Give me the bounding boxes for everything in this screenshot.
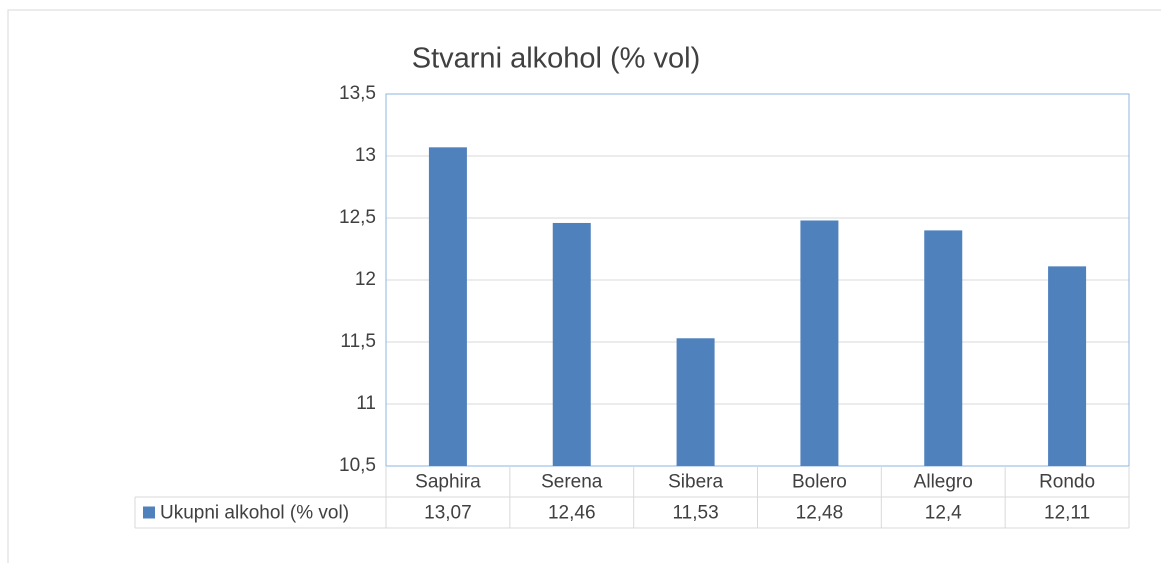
y-tick-label: 13,5 [339, 83, 376, 104]
x-tick-label: Sibera [668, 472, 723, 493]
y-tick-label: 12 [355, 269, 376, 290]
x-tick-label: Saphira [415, 472, 481, 493]
x-tick-label: Bolero [792, 472, 847, 493]
table-value: 12,48 [796, 503, 844, 524]
table-value: 12,11 [1044, 503, 1090, 524]
x-tick-label: Allegro [914, 472, 973, 493]
y-tick-label: 11,5 [340, 331, 376, 352]
bar [800, 220, 839, 466]
bar [428, 147, 467, 466]
table-value: 11,53 [673, 503, 719, 524]
legend-swatch [143, 506, 155, 519]
table-value: 13,07 [424, 503, 472, 524]
table-value: 12,4 [925, 503, 962, 524]
legend-label: Ukupni alkohol (% vol) [160, 503, 349, 524]
bar [1048, 266, 1087, 466]
y-tick-label: 12,5 [339, 207, 376, 228]
chart-border [7, 9, 1161, 563]
y-tick-label: 11 [356, 393, 376, 414]
chart-title: Stvarni alkohol (% vol) [412, 43, 701, 75]
y-tick-label: 10,5 [339, 455, 376, 476]
y-tick-label: 13 [355, 145, 376, 166]
x-tick-label: Serena [541, 472, 603, 493]
bar [552, 222, 591, 466]
x-tick-label: Rondo [1039, 472, 1095, 493]
bar [676, 338, 715, 466]
table-value: 12,46 [548, 503, 596, 524]
bar [924, 230, 963, 466]
